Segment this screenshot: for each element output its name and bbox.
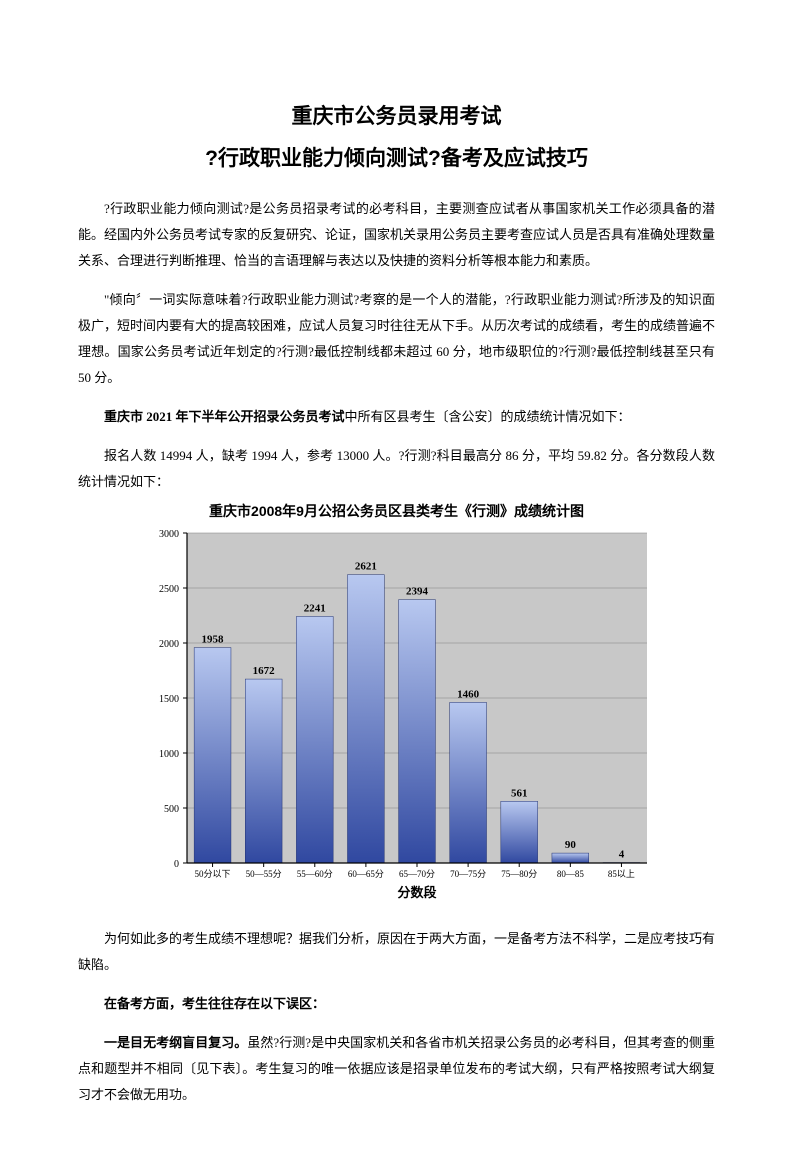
svg-text:2241: 2241 — [303, 602, 325, 614]
paragraph-3: 重庆市 2021 年下半年公开招录公务员考试中所有区县考生〔含公安〕的成绩统计情… — [78, 404, 715, 430]
main-title-2: ?行政职业能力倾向测试?备考及应试技巧 — [78, 142, 715, 172]
svg-text:85以上: 85以上 — [607, 869, 634, 879]
svg-text:70—75分: 70—75分 — [450, 869, 486, 879]
svg-text:分数段: 分数段 — [397, 885, 436, 900]
svg-text:2500: 2500 — [159, 584, 179, 595]
svg-text:80—85: 80—85 — [556, 869, 584, 879]
svg-text:50分以下: 50分以下 — [194, 869, 230, 879]
paragraph-6: 在备考方面，考生往往存在以下误区： — [78, 991, 715, 1017]
svg-text:60—65分: 60—65分 — [347, 869, 383, 879]
svg-text:500: 500 — [164, 804, 179, 815]
svg-text:1500: 1500 — [159, 694, 179, 705]
paragraph-7: 一是目无考纲盲目复习。虽然?行测?是中央国家机关和各省市机关招录公务员的必考科目… — [78, 1030, 715, 1108]
svg-text:561: 561 — [510, 787, 527, 799]
svg-text:2000: 2000 — [159, 639, 179, 650]
bar-chart: 重庆市2008年9月公招公务员区县类考生《行测》成绩统计图 0 500 1000 15… — [137, 501, 657, 913]
para7-bold: 一是目无考纲盲目复习。 — [104, 1035, 247, 1050]
svg-text:1000: 1000 — [159, 749, 179, 760]
svg-text:1958: 1958 — [201, 634, 224, 646]
svg-text:90: 90 — [564, 839, 576, 851]
svg-text:65—70分: 65—70分 — [398, 869, 434, 879]
svg-text:2394: 2394 — [406, 586, 429, 598]
paragraph-5: 为何如此多的考生成绩不理想呢？据我们分析，原因在于两大方面，一是备考方法不科学，… — [78, 926, 715, 978]
svg-text:2621: 2621 — [354, 561, 376, 573]
svg-text:4: 4 — [618, 849, 624, 861]
svg-text:50—55分: 50—55分 — [245, 869, 281, 879]
main-title-1: 重庆市公务员录用考试 — [78, 100, 715, 130]
svg-text:1460: 1460 — [457, 688, 480, 700]
paragraph-1: ?行政职业能力倾向测试?是公务员招录考试的必考科目，主要测查应试者从事国家机关工… — [78, 196, 715, 274]
svg-text:3000: 3000 — [159, 529, 179, 540]
chart-title: 重庆市2008年9月公招公务员区县类考生《行测》成绩统计图 — [137, 501, 657, 521]
para3-rest: 中所有区县考生〔含公安〕的成绩统计情况如下： — [345, 409, 631, 424]
svg-text:75—80分: 75—80分 — [501, 869, 537, 879]
svg-text:1672: 1672 — [252, 665, 275, 677]
svg-text:0: 0 — [174, 859, 179, 870]
chart-svg: 0 500 1000 1500 2000 2500 3000 1958 50分以下 1672 50—… — [137, 523, 657, 913]
para3-bold: 重庆市 2021 年下半年公开招录公务员考试 — [104, 409, 345, 424]
paragraph-2: "倾向〞一词实际意味着?行政职业能力测试?考察的是一个人的潜能，?行政职业能力测… — [78, 287, 715, 391]
paragraph-4: 报名人数 14994 人，缺考 1994 人，参考 13000 人。?行测?科目… — [78, 443, 715, 495]
svg-text:55—60分: 55—60分 — [296, 869, 332, 879]
